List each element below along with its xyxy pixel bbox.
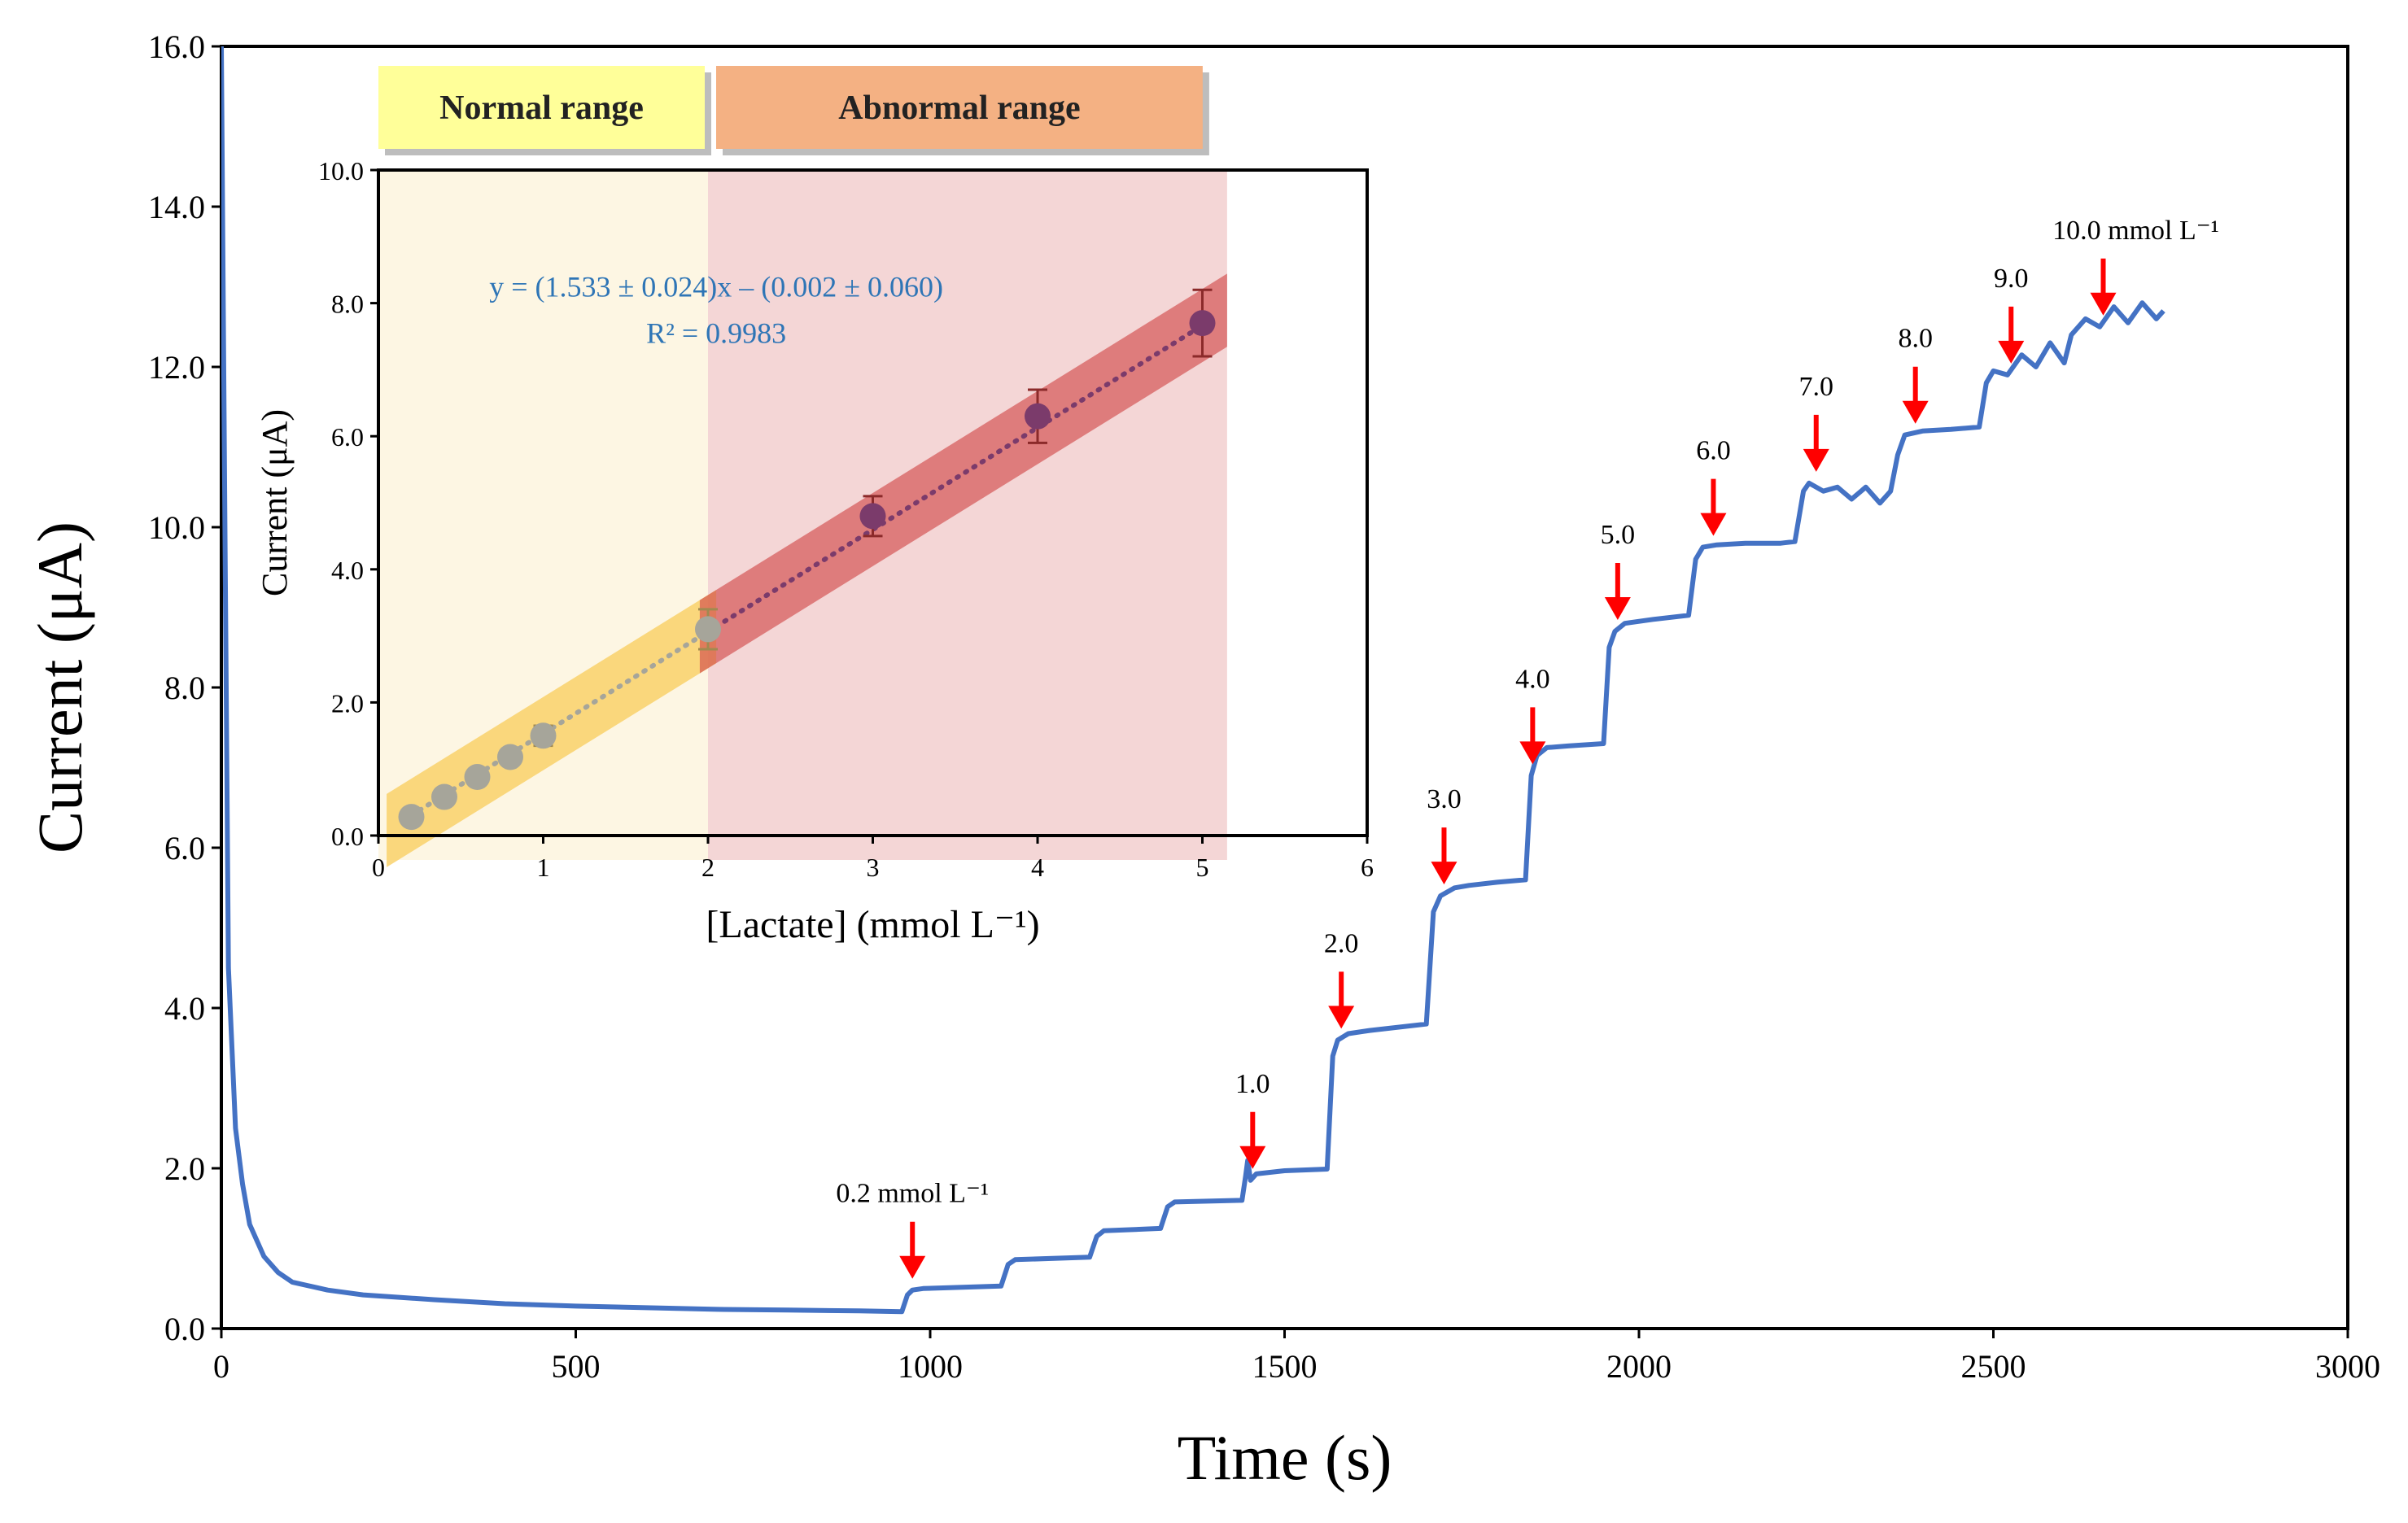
data-point: [695, 616, 721, 643]
annotation-label: 2.0: [1324, 928, 1359, 958]
x-tick-label: 1500: [1252, 1348, 1318, 1385]
arrow-head-icon: [1902, 400, 1929, 424]
annotation-label: 9.0: [1994, 264, 2029, 294]
y-tick-label: 0.0: [164, 1311, 205, 1347]
injection-annotation: 2.0: [1324, 928, 1359, 1029]
inset-y-tick-label: 2.0: [331, 688, 364, 718]
arrow-head-icon: [1519, 741, 1546, 765]
x-tick-label: 0: [213, 1348, 229, 1385]
inset-x-axis-title: [Lactate] (mmol L⁻¹): [706, 903, 1039, 946]
injection-annotation: 10.0 mmol L⁻¹: [2052, 216, 2219, 316]
arrow-head-icon: [1700, 513, 1727, 536]
y-tick-label: 6.0: [164, 830, 205, 866]
y-tick-label: 14.0: [148, 189, 205, 225]
inset-x-tick-label: 5: [1196, 853, 1209, 882]
inset-x-tick-label: 1: [537, 853, 550, 882]
injection-annotation: 6.0: [1696, 436, 1731, 536]
annotation-label: 3.0: [1427, 784, 1462, 814]
x-tick-label: 3000: [2315, 1348, 2380, 1385]
fit-line-abnormal: [706, 323, 1205, 635]
annotation-label: 6.0: [1696, 436, 1731, 466]
injection-annotation: 9.0: [1994, 264, 2029, 364]
data-point: [497, 744, 523, 770]
annotation-label: 5.0: [1601, 520, 1636, 550]
inset-y-tick-label: 10.0: [318, 156, 364, 185]
injection-annotation: 4.0: [1515, 664, 1550, 765]
y-tick-label: 2.0: [164, 1150, 205, 1187]
fit-line-normal: [409, 629, 710, 818]
inset-x-tick-label: 4: [1031, 853, 1044, 882]
x-axis-title: Time (s): [1178, 1422, 1392, 1493]
arrow-head-icon: [899, 1255, 926, 1279]
x-tick-label: 1000: [898, 1348, 963, 1385]
y-tick-label: 8.0: [164, 670, 205, 706]
injection-annotation: 8.0: [1898, 324, 1933, 424]
injection-annotation: 3.0: [1427, 784, 1462, 885]
inset-y-tick-label: 4.0: [331, 556, 364, 585]
inset-x-tick-label: 6: [1361, 853, 1374, 882]
annotation-label: 10.0 mmol L⁻¹: [2052, 216, 2219, 246]
y-tick-label: 12.0: [148, 349, 205, 386]
range-band: [708, 170, 1227, 860]
arrow-head-icon: [1998, 340, 2025, 364]
arrow-head-icon: [1239, 1146, 1266, 1169]
main-chart: 0.02.04.06.08.010.012.014.016.00 500 1000 1…: [24, 28, 2380, 1493]
annotation-label: 7.0: [1799, 372, 1834, 402]
arrow-head-icon: [2090, 292, 2117, 316]
range-header-label: Abnormal range: [838, 89, 1081, 127]
inset-y-tick-label: 6.0: [331, 422, 364, 452]
y-axis-title: Current (μA): [24, 521, 95, 853]
range-header-box: [716, 66, 1203, 149]
y-tick-label: 16.0: [148, 28, 205, 65]
data-point: [398, 804, 425, 831]
inset-y-axis-title: Current (μA): [255, 409, 295, 596]
injection-annotation: 0.2 mmol L⁻¹: [836, 1179, 989, 1279]
series-line-current: [221, 46, 2165, 1315]
data-point: [1189, 310, 1216, 337]
annotation-label: 8.0: [1898, 324, 1933, 354]
injection-annotation: 5.0: [1601, 520, 1636, 621]
x-tick-label: 500: [552, 1348, 601, 1385]
arrow-head-icon: [1328, 1006, 1355, 1029]
arrow-head-icon: [1604, 597, 1631, 621]
annotation-label: 1.0: [1235, 1069, 1270, 1099]
inset-chart: Normal range Abnormal range y = (1.533 ± 0…: [255, 66, 1374, 946]
arrow-head-icon: [1803, 448, 1829, 472]
data-point: [530, 722, 557, 749]
x-tick-label: 2500: [1961, 1348, 2026, 1385]
data-point: [859, 503, 886, 530]
fit-equation: y = (1.533 ± 0.024)x – (0.002 ± 0.060): [489, 270, 943, 303]
arrow-head-icon: [1431, 862, 1457, 885]
range-header-label: Normal range: [439, 89, 644, 127]
inset-x-tick-label: 2: [701, 853, 715, 882]
annotation-label: 0.2 mmol L⁻¹: [836, 1179, 989, 1209]
data-point: [464, 764, 491, 791]
y-tick-label: 10.0: [148, 509, 205, 546]
injection-annotation: 7.0: [1799, 372, 1834, 472]
inset-y-tick-label: 8.0: [331, 290, 364, 319]
x-tick-label: 2000: [1606, 1348, 1672, 1385]
annotation-label: 4.0: [1515, 664, 1550, 694]
data-point: [1025, 403, 1051, 430]
inset-y-tick-label: 0.0: [331, 822, 364, 851]
y-tick-label: 4.0: [164, 990, 205, 1027]
inset-x-tick-label: 3: [867, 853, 880, 882]
injection-annotation: 1.0: [1235, 1069, 1270, 1169]
fit-r-squared: R² = 0.9983: [646, 317, 786, 350]
range-header-box: [378, 66, 705, 149]
inset-x-tick-label: 0: [372, 853, 385, 882]
data-point: [431, 783, 457, 810]
